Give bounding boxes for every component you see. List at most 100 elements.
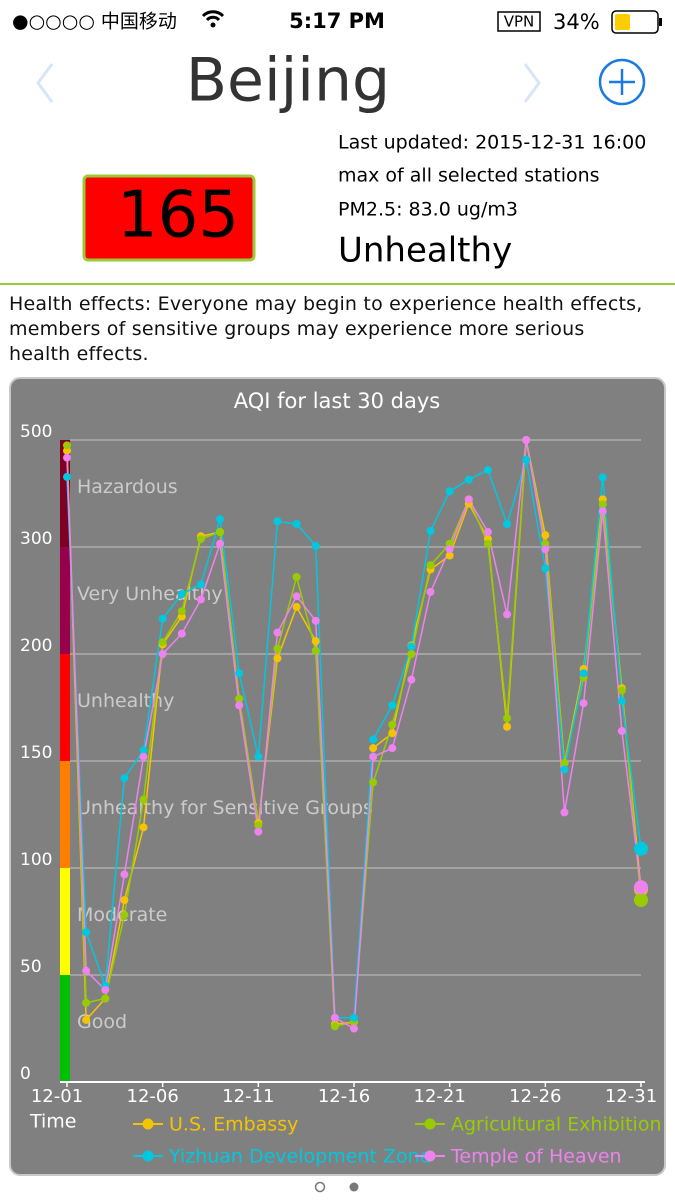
data-point: [101, 994, 110, 1003]
band-label: Hazardous: [77, 476, 178, 498]
data-point: [254, 821, 263, 830]
data-point: [483, 539, 492, 548]
data-point: [158, 650, 167, 658]
data-point: [273, 628, 282, 637]
data-point: [579, 699, 588, 708]
data-point: [311, 637, 320, 646]
data-point: [82, 966, 91, 975]
data-point: [254, 827, 263, 836]
y-tick-label: 0: [20, 1064, 31, 1084]
clock: 5:17 PM: [289, 9, 385, 33]
data-point: [598, 473, 607, 482]
data-point: [120, 911, 129, 920]
add-icon: [609, 69, 635, 95]
data-point: [235, 694, 244, 703]
x-axis-label: Time: [29, 1111, 77, 1133]
data-point: [369, 735, 378, 744]
data-point: [407, 642, 416, 651]
legend-marker: [142, 1150, 154, 1162]
data-point: [445, 545, 454, 554]
pm25: PM2.5: 83.0 ug/m3: [338, 199, 518, 221]
chart-card: [9, 377, 666, 1176]
data-point: [445, 551, 454, 560]
data-point: [617, 727, 626, 736]
data-point: [350, 1024, 358, 1033]
data-point: [254, 752, 263, 761]
city-name: Beijing: [186, 46, 390, 116]
prev-button[interactable]: [36, 63, 54, 103]
data-point: [63, 453, 71, 462]
data-point: [63, 441, 71, 450]
legend-label: Yizhuan Development Zone: [168, 1146, 431, 1168]
data-point: [101, 985, 110, 994]
data-point: [292, 592, 301, 601]
page-dot[interactable]: [314, 1181, 326, 1193]
data-point: [560, 759, 569, 768]
aqi-band: [60, 654, 70, 761]
data-point: [634, 880, 648, 895]
data-point: [292, 602, 301, 611]
battery-level: [615, 14, 630, 30]
data-point: [369, 752, 378, 761]
data-point: [196, 580, 205, 589]
data-point: [177, 590, 186, 599]
data-point: [177, 607, 186, 616]
y-tick-label: 500: [20, 422, 52, 442]
add-button[interactable]: [598, 58, 646, 106]
chart-title: AQI for last 30 days: [234, 389, 440, 413]
data-point: [120, 774, 129, 783]
y-tick-label: 100: [20, 850, 52, 870]
data-point: [426, 561, 435, 570]
battery-text: 34%: [553, 10, 600, 34]
data-point: [598, 507, 607, 516]
data-point: [330, 1022, 339, 1031]
data-point: [311, 616, 320, 625]
data-point: [426, 587, 435, 596]
data-point: [407, 675, 416, 684]
x-tick-label: 12-11: [222, 1086, 274, 1107]
data-point: [598, 500, 607, 509]
data-point: [483, 528, 492, 537]
data-point: [139, 795, 148, 804]
data-point: [216, 515, 225, 524]
vpn-box: [497, 11, 541, 32]
legend-label: U.S. Embassy: [169, 1114, 298, 1136]
data-point: [388, 701, 397, 710]
y-tick-label: 150: [20, 743, 52, 763]
data-point: [560, 808, 569, 817]
data-point: [579, 669, 588, 678]
data-point: [273, 654, 282, 663]
x-tick-label: 12-01: [31, 1086, 83, 1107]
band-label: Unhealthy: [77, 690, 174, 712]
aqi-band: [60, 868, 70, 975]
data-point: [330, 1013, 339, 1022]
carrier: ●○○○○ 中国移动: [12, 11, 177, 33]
next-button[interactable]: [523, 63, 541, 103]
data-point: [273, 644, 282, 653]
scope: max of all selected stations: [338, 165, 600, 187]
data-point: [426, 526, 435, 535]
data-point: [216, 539, 225, 548]
x-tick-label: 12-31: [605, 1086, 657, 1107]
y-tick-label: 50: [20, 957, 42, 977]
data-point: [407, 650, 416, 658]
aqi-band: [60, 761, 70, 868]
data-point: [541, 564, 550, 573]
aqi-band: [60, 975, 70, 1082]
data-point: [82, 1015, 91, 1024]
page-dot-active[interactable]: [349, 1182, 359, 1192]
data-point: [388, 720, 397, 729]
data-point: [196, 534, 205, 543]
data-point: [464, 475, 473, 484]
aqi-band: [60, 440, 70, 547]
legend-label: Temple of Heaven: [450, 1146, 622, 1168]
data-point: [560, 765, 569, 774]
data-point: [503, 519, 512, 528]
data-point: [634, 893, 648, 908]
data-point: [292, 572, 301, 581]
data-point: [139, 823, 148, 832]
data-point: [139, 746, 148, 755]
legend-marker: [424, 1118, 436, 1130]
data-point: [350, 1013, 358, 1022]
